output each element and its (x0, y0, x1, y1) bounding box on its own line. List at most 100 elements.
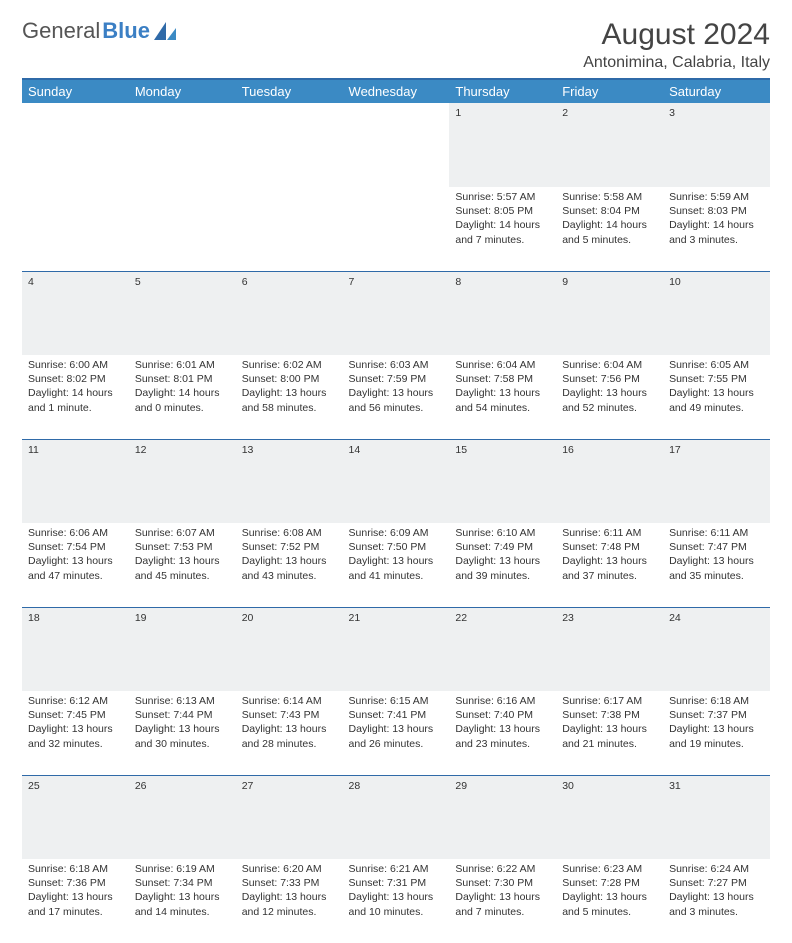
sunset: Sunset: 8:00 PM (242, 372, 337, 386)
day-number: 17 (663, 439, 770, 523)
daylight-line1: Daylight: 13 hours (349, 722, 444, 736)
sunrise: Sunrise: 6:21 AM (349, 862, 444, 876)
calendar-body: 1 23 Sunrise: 5:57 AMSunset: 8:05 PMDaylig… (22, 103, 770, 943)
day-number: 23 (556, 607, 663, 691)
day-number: 1 (449, 103, 556, 187)
detail-row: Sunrise: 6:00 AMSunset: 8:02 PMDaylight:… (22, 355, 770, 439)
day-number: 4 (22, 271, 129, 355)
detail-row: Sunrise: 6:06 AMSunset: 7:54 PMDaylight:… (22, 523, 770, 607)
daylight-line1: Daylight: 13 hours (135, 554, 230, 568)
daylight-line1: Daylight: 13 hours (242, 722, 337, 736)
sunset: Sunset: 7:41 PM (349, 708, 444, 722)
sunrise: Sunrise: 6:19 AM (135, 862, 230, 876)
daylight-line2: and 32 minutes. (28, 737, 123, 751)
day-cell: Sunrise: 6:22 AMSunset: 7:30 PMDaylight:… (449, 859, 556, 943)
day-cell: Sunrise: 6:13 AMSunset: 7:44 PMDaylight:… (129, 691, 236, 775)
day-cell: Sunrise: 6:20 AMSunset: 7:33 PMDaylight:… (236, 859, 343, 943)
day-cell (22, 187, 129, 271)
day-cell: Sunrise: 6:12 AMSunset: 7:45 PMDaylight:… (22, 691, 129, 775)
day-number: 2 (556, 103, 663, 187)
sunset: Sunset: 7:50 PM (349, 540, 444, 554)
day-number: 19 (129, 607, 236, 691)
sunrise: Sunrise: 6:03 AM (349, 358, 444, 372)
sunrise: Sunrise: 6:15 AM (349, 694, 444, 708)
sunrise: Sunrise: 6:11 AM (562, 526, 657, 540)
daylight-line2: and 1 minute. (28, 401, 123, 415)
day-cell: Sunrise: 5:58 AMSunset: 8:04 PMDaylight:… (556, 187, 663, 271)
sunset: Sunset: 7:36 PM (28, 876, 123, 890)
daylight-line1: Daylight: 13 hours (28, 722, 123, 736)
daylight-line2: and 12 minutes. (242, 905, 337, 919)
day-cell: Sunrise: 6:18 AMSunset: 7:36 PMDaylight:… (22, 859, 129, 943)
daylight-line2: and 17 minutes. (28, 905, 123, 919)
daylight-line1: Daylight: 13 hours (669, 890, 764, 904)
daylight-line2: and 43 minutes. (242, 569, 337, 583)
sunset: Sunset: 7:33 PM (242, 876, 337, 890)
daylight-line1: Daylight: 14 hours (669, 218, 764, 232)
daylight-line2: and 49 minutes. (669, 401, 764, 415)
daylight-line1: Daylight: 14 hours (135, 386, 230, 400)
detail-row: Sunrise: 5:57 AMSunset: 8:05 PMDaylight:… (22, 187, 770, 271)
brand-logo: GeneralBlue (22, 18, 176, 44)
day-number: 14 (343, 439, 450, 523)
day-cell: Sunrise: 6:09 AMSunset: 7:50 PMDaylight:… (343, 523, 450, 607)
daylight-line1: Daylight: 13 hours (669, 386, 764, 400)
day-number: 7 (343, 271, 450, 355)
daynum-row: 11121314151617 (22, 439, 770, 523)
day-cell (236, 187, 343, 271)
day-cell: Sunrise: 6:05 AMSunset: 7:55 PMDaylight:… (663, 355, 770, 439)
sunrise: Sunrise: 6:13 AM (135, 694, 230, 708)
day-cell: Sunrise: 6:04 AMSunset: 7:58 PMDaylight:… (449, 355, 556, 439)
daylight-line1: Daylight: 13 hours (242, 386, 337, 400)
day-number: 24 (663, 607, 770, 691)
daylight-line2: and 58 minutes. (242, 401, 337, 415)
location: Antonimina, Calabria, Italy (583, 54, 770, 72)
daylight-line2: and 39 minutes. (455, 569, 550, 583)
daylight-line1: Daylight: 14 hours (28, 386, 123, 400)
day-number: 5 (129, 271, 236, 355)
day-header: Wednesday (343, 80, 450, 103)
sunset: Sunset: 7:31 PM (349, 876, 444, 890)
daylight-line1: Daylight: 13 hours (562, 554, 657, 568)
daylight-line2: and 56 minutes. (349, 401, 444, 415)
day-number: 26 (129, 775, 236, 859)
day-header: Monday (129, 80, 236, 103)
logo-sail-icon (154, 22, 176, 40)
sunrise: Sunrise: 5:59 AM (669, 190, 764, 204)
day-cell: Sunrise: 6:04 AMSunset: 7:56 PMDaylight:… (556, 355, 663, 439)
sunrise: Sunrise: 6:22 AM (455, 862, 550, 876)
sunset: Sunset: 7:34 PM (135, 876, 230, 890)
daylight-line1: Daylight: 13 hours (562, 722, 657, 736)
daylight-line2: and 28 minutes. (242, 737, 337, 751)
sunrise: Sunrise: 6:16 AM (455, 694, 550, 708)
sunset: Sunset: 8:03 PM (669, 204, 764, 218)
daylight-line2: and 52 minutes. (562, 401, 657, 415)
daylight-line2: and 54 minutes. (455, 401, 550, 415)
sunrise: Sunrise: 6:07 AM (135, 526, 230, 540)
daylight-line2: and 3 minutes. (669, 233, 764, 247)
day-number: 27 (236, 775, 343, 859)
sunset: Sunset: 7:45 PM (28, 708, 123, 722)
day-number: 22 (449, 607, 556, 691)
day-cell: Sunrise: 6:18 AMSunset: 7:37 PMDaylight:… (663, 691, 770, 775)
sunset: Sunset: 7:40 PM (455, 708, 550, 722)
daylight-line1: Daylight: 14 hours (562, 218, 657, 232)
sunset: Sunset: 7:28 PM (562, 876, 657, 890)
day-cell: Sunrise: 6:02 AMSunset: 8:00 PMDaylight:… (236, 355, 343, 439)
sunrise: Sunrise: 6:11 AM (669, 526, 764, 540)
day-number: 31 (663, 775, 770, 859)
sunset: Sunset: 7:43 PM (242, 708, 337, 722)
daylight-line1: Daylight: 13 hours (349, 386, 444, 400)
daylight-line2: and 26 minutes. (349, 737, 444, 751)
sunset: Sunset: 7:37 PM (669, 708, 764, 722)
day-number: 9 (556, 271, 663, 355)
sunset: Sunset: 7:30 PM (455, 876, 550, 890)
detail-row: Sunrise: 6:18 AMSunset: 7:36 PMDaylight:… (22, 859, 770, 943)
sunset: Sunset: 7:44 PM (135, 708, 230, 722)
sunrise: Sunrise: 6:23 AM (562, 862, 657, 876)
day-cell: Sunrise: 6:23 AMSunset: 7:28 PMDaylight:… (556, 859, 663, 943)
detail-row: Sunrise: 6:12 AMSunset: 7:45 PMDaylight:… (22, 691, 770, 775)
day-number: 18 (22, 607, 129, 691)
title-block: August 2024 Antonimina, Calabria, Italy (583, 18, 770, 72)
day-header: Friday (556, 80, 663, 103)
